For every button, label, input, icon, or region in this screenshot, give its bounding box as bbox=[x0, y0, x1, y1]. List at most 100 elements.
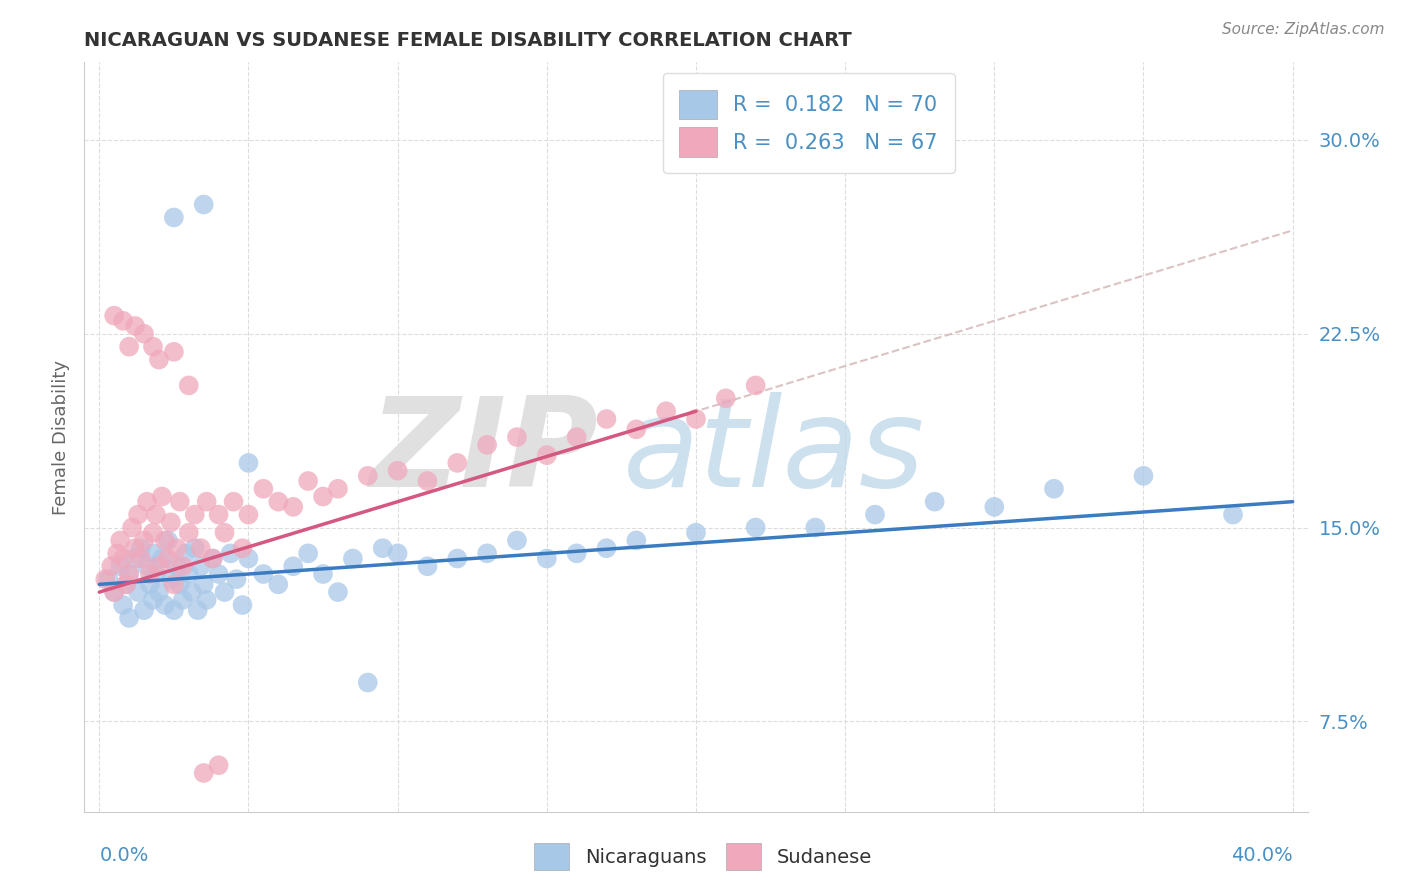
Point bbox=[387, 464, 409, 478]
Point bbox=[132, 533, 155, 548]
Point bbox=[136, 494, 159, 508]
Point bbox=[115, 577, 138, 591]
Point bbox=[1132, 468, 1154, 483]
Point bbox=[166, 541, 188, 556]
Point bbox=[342, 551, 364, 566]
Point bbox=[714, 392, 737, 406]
Point bbox=[536, 448, 558, 462]
Text: 40.0%: 40.0% bbox=[1230, 847, 1292, 865]
Point bbox=[103, 585, 125, 599]
Point bbox=[201, 551, 224, 566]
Point bbox=[129, 541, 152, 556]
Point bbox=[193, 577, 215, 591]
Text: 0.0%: 0.0% bbox=[100, 847, 149, 865]
Point bbox=[744, 378, 766, 392]
Point bbox=[139, 577, 162, 591]
Point bbox=[267, 494, 290, 508]
Point bbox=[103, 309, 125, 323]
Point bbox=[163, 211, 186, 225]
Point bbox=[357, 675, 380, 690]
Point bbox=[136, 559, 159, 574]
Point bbox=[121, 520, 143, 534]
Point bbox=[207, 758, 229, 772]
Point bbox=[416, 559, 439, 574]
Point bbox=[207, 567, 229, 582]
Point bbox=[506, 430, 529, 444]
Point bbox=[177, 567, 200, 582]
Point bbox=[142, 340, 165, 354]
Point bbox=[595, 412, 617, 426]
Point bbox=[150, 490, 173, 504]
Point bbox=[184, 508, 207, 522]
Point bbox=[214, 525, 236, 540]
Point bbox=[924, 494, 946, 508]
Point bbox=[267, 577, 290, 591]
Legend: R =  0.182   N = 70, R =  0.263   N = 67: R = 0.182 N = 70, R = 0.263 N = 67 bbox=[662, 73, 955, 173]
Point bbox=[145, 508, 167, 522]
Point bbox=[163, 344, 186, 359]
Point bbox=[108, 533, 131, 548]
Point bbox=[326, 585, 349, 599]
Point bbox=[129, 551, 152, 566]
Point bbox=[118, 340, 141, 354]
Point bbox=[172, 592, 194, 607]
Point bbox=[222, 494, 245, 508]
Point bbox=[127, 585, 149, 599]
Point bbox=[506, 533, 529, 548]
Point bbox=[139, 567, 162, 582]
Point bbox=[174, 546, 197, 560]
Point bbox=[160, 572, 183, 586]
Point bbox=[193, 197, 215, 211]
Point bbox=[169, 577, 191, 591]
Point bbox=[804, 520, 827, 534]
Point bbox=[475, 438, 498, 452]
Point bbox=[163, 603, 186, 617]
Point bbox=[626, 533, 648, 548]
Point bbox=[187, 603, 209, 617]
Text: Source: ZipAtlas.com: Source: ZipAtlas.com bbox=[1222, 22, 1385, 37]
Point bbox=[685, 412, 707, 426]
Point bbox=[416, 474, 439, 488]
Point bbox=[565, 430, 588, 444]
Point bbox=[100, 559, 122, 574]
Point bbox=[1043, 482, 1066, 496]
Legend: Nicaraguans, Sudanese: Nicaraguans, Sudanese bbox=[527, 835, 879, 878]
Point bbox=[132, 603, 155, 617]
Point bbox=[446, 456, 468, 470]
Point bbox=[371, 541, 394, 556]
Point bbox=[156, 533, 179, 548]
Point bbox=[127, 508, 149, 522]
Point bbox=[118, 567, 141, 582]
Point bbox=[595, 541, 617, 556]
Point bbox=[148, 352, 170, 367]
Point bbox=[148, 559, 170, 574]
Point bbox=[297, 474, 319, 488]
Point bbox=[184, 541, 207, 556]
Point bbox=[153, 598, 176, 612]
Point bbox=[124, 551, 146, 566]
Point bbox=[863, 508, 886, 522]
Point bbox=[190, 541, 212, 556]
Point bbox=[207, 508, 229, 522]
Point bbox=[108, 559, 131, 574]
Point bbox=[983, 500, 1005, 514]
Point bbox=[118, 567, 141, 582]
Point bbox=[148, 585, 170, 599]
Point bbox=[744, 520, 766, 534]
Point bbox=[357, 468, 380, 483]
Point bbox=[231, 598, 253, 612]
Point bbox=[195, 592, 218, 607]
Point bbox=[97, 572, 120, 586]
Point bbox=[387, 546, 409, 560]
Point bbox=[326, 482, 349, 496]
Point bbox=[177, 525, 200, 540]
Point bbox=[172, 559, 194, 574]
Point bbox=[142, 546, 165, 560]
Point bbox=[201, 551, 224, 566]
Point bbox=[626, 422, 648, 436]
Point bbox=[142, 592, 165, 607]
Point bbox=[150, 551, 173, 566]
Point bbox=[283, 500, 305, 514]
Point bbox=[1222, 508, 1244, 522]
Point bbox=[166, 559, 188, 574]
